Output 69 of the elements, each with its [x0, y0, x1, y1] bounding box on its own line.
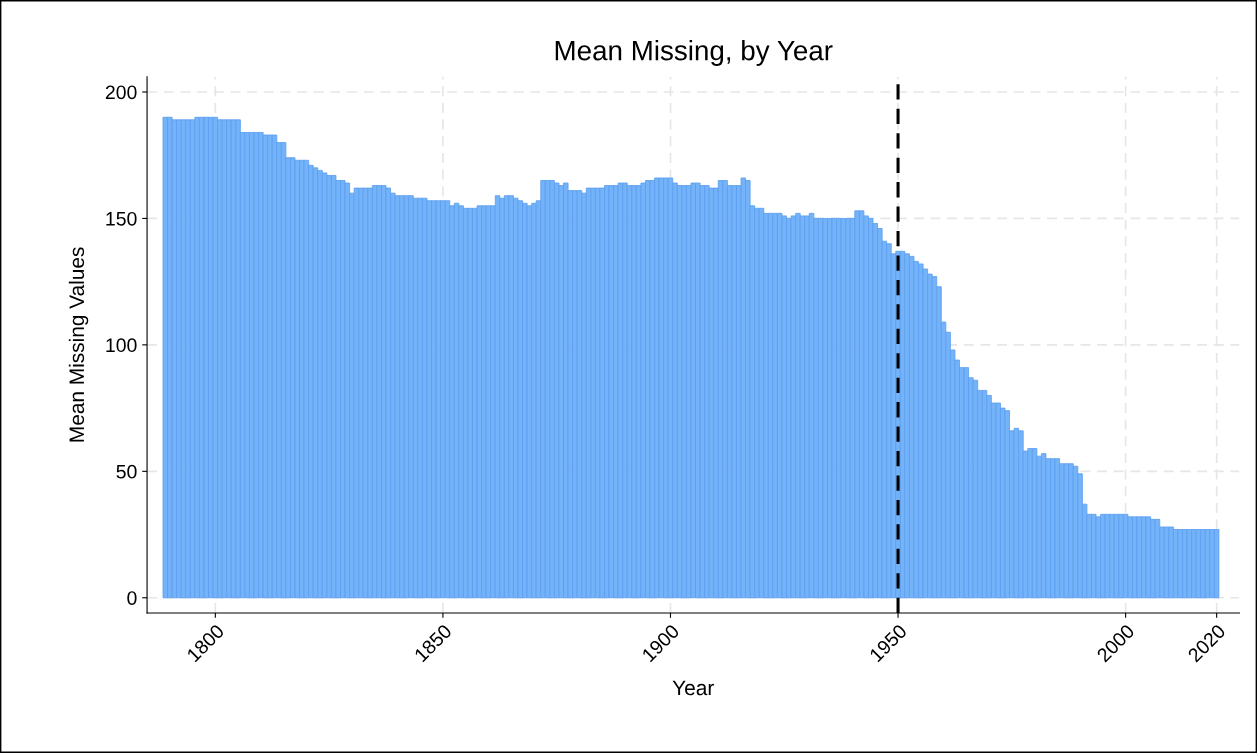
bar — [731, 185, 737, 599]
chart-title: Mean Missing, by Year — [555, 40, 833, 66]
bar — [485, 205, 492, 599]
bar — [1095, 516, 1101, 599]
y-tick-label: 150 — [106, 211, 137, 226]
bar — [203, 116, 209, 599]
bar — [171, 119, 178, 599]
y-axis-title: Mean Missing Values — [68, 247, 89, 442]
bar — [1004, 410, 1010, 599]
bar — [1168, 526, 1174, 599]
bar — [781, 215, 787, 599]
bar — [526, 205, 533, 599]
bar — [226, 119, 232, 599]
x-axis-title: Year — [672, 680, 714, 696]
y-tick-label: 100 — [106, 338, 137, 353]
bar — [294, 159, 300, 599]
bar — [185, 119, 191, 599]
y-tick-label: 200 — [105, 85, 137, 100]
bar — [1104, 513, 1111, 599]
y-tick-label: 50 — [116, 464, 137, 479]
bar — [303, 159, 310, 599]
bar — [235, 119, 241, 599]
bar — [1186, 529, 1193, 599]
bar — [1054, 458, 1061, 599]
bar — [631, 185, 637, 599]
bar — [212, 116, 219, 599]
bar — [435, 200, 442, 599]
bar — [649, 180, 655, 599]
bar — [244, 132, 250, 599]
bar — [194, 116, 200, 599]
bar — [467, 207, 473, 599]
bar — [722, 180, 728, 599]
bar — [590, 187, 596, 599]
bar — [963, 367, 970, 599]
bar — [499, 197, 505, 599]
bar — [1145, 516, 1152, 599]
bar — [608, 185, 615, 599]
bar — [822, 218, 828, 599]
bar — [1213, 529, 1220, 599]
bar — [617, 182, 624, 599]
bar — [1013, 427, 1020, 599]
bar — [476, 205, 483, 599]
bar — [367, 187, 373, 599]
bar — [681, 185, 687, 599]
bar — [845, 218, 851, 599]
bar — [540, 180, 546, 599]
bar — [599, 187, 605, 599]
bar — [763, 212, 769, 599]
bar — [344, 182, 351, 599]
bar — [831, 218, 838, 599]
bar — [790, 215, 797, 599]
bar — [358, 187, 364, 599]
y-tick-label: 0 — [127, 591, 137, 606]
bar — [658, 177, 665, 599]
bar — [1127, 516, 1133, 599]
bar — [640, 182, 646, 599]
bar — [699, 185, 706, 599]
bar — [408, 195, 414, 599]
bar — [1200, 529, 1206, 599]
bar — [1136, 516, 1142, 599]
bar — [394, 195, 401, 599]
bar — [804, 215, 810, 599]
bar — [972, 379, 979, 599]
bar — [1177, 529, 1183, 599]
bar — [458, 205, 464, 599]
bar — [426, 200, 432, 599]
bar — [262, 134, 269, 599]
bar — [317, 169, 323, 599]
bar — [1068, 463, 1074, 599]
